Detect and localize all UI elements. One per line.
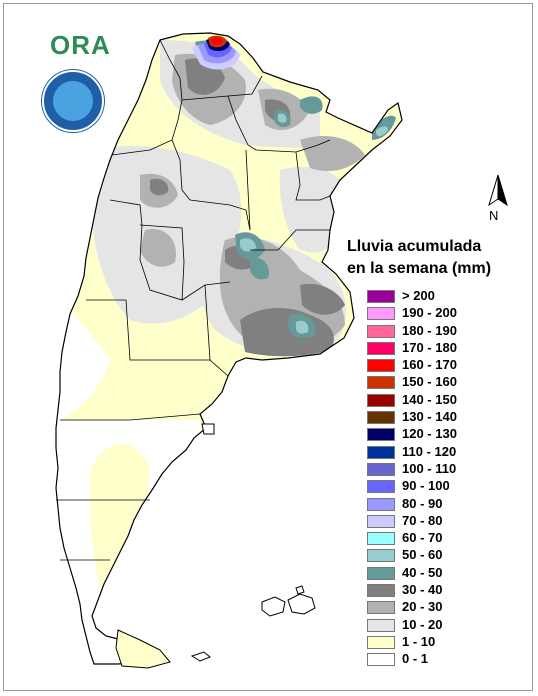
- legend-swatch: [367, 618, 395, 632]
- map-frame: [3, 3, 533, 691]
- legend-title: Lluvia acumulada en la semana (mm): [347, 236, 491, 280]
- legend-swatch: [367, 307, 395, 321]
- legend-label: 10 - 20: [402, 616, 443, 632]
- coastal-island: [201, 423, 215, 435]
- legend-swatch: [367, 584, 395, 598]
- legend-label: 100 - 110: [402, 460, 457, 476]
- legend-label: 70 - 80: [402, 512, 443, 528]
- legend-label: 150 - 160: [402, 374, 457, 390]
- legend-swatch: [367, 359, 395, 373]
- legend-label: 90 - 100: [402, 478, 450, 494]
- province-borders: [56, 39, 331, 561]
- legend-swatch: [367, 514, 395, 528]
- legend-label: 190 - 200: [402, 305, 457, 321]
- smn-seal-icon: [42, 70, 104, 132]
- legend-swatch: [367, 601, 395, 615]
- north-label: N: [489, 208, 499, 223]
- legend-title-line2: en la semana (mm): [347, 260, 492, 277]
- legend-swatch: [367, 635, 395, 649]
- legend-label: > 200: [402, 288, 435, 303]
- legend-swatch: [367, 462, 395, 476]
- legend-swatch: [367, 566, 395, 580]
- legend-swatch: [367, 393, 395, 407]
- legend-swatch: [367, 653, 395, 667]
- isla-de-los-estados: [190, 651, 211, 662]
- legend-swatch: [367, 341, 395, 355]
- legend-swatch: [367, 445, 395, 459]
- legend-label: 170 - 180: [402, 339, 457, 355]
- legend-swatch: [367, 324, 395, 338]
- argentina-outline: [55, 32, 403, 665]
- tierra-del-fuego: [115, 629, 171, 669]
- legend-label: 40 - 50: [402, 564, 443, 580]
- legend-swatch: [367, 428, 395, 442]
- legend-label: 30 - 40: [402, 582, 443, 598]
- legend-swatch: [367, 411, 395, 425]
- legend-swatch: [367, 290, 395, 303]
- legend-swatch: [367, 549, 395, 563]
- legend-label: 50 - 60: [402, 547, 443, 563]
- legend-swatch: [367, 497, 395, 511]
- malvinas-islands: [261, 585, 316, 617]
- legend-label: 80 - 90: [402, 495, 443, 511]
- legend-swatch: [367, 376, 395, 390]
- legend-label: 120 - 130: [402, 426, 457, 442]
- legend-title-line1: Lluvia acumulada: [347, 238, 482, 255]
- legend-swatch: [367, 480, 395, 494]
- legend-label: 110 - 120: [402, 443, 457, 459]
- legend-label: 180 - 190: [402, 322, 457, 338]
- legend-label: 140 - 150: [402, 391, 457, 407]
- legend-label: 0 - 1: [402, 651, 429, 667]
- legend-label: 130 - 140: [402, 409, 457, 425]
- legend-label: 160 - 170: [402, 357, 457, 373]
- legend-swatch: [367, 532, 395, 546]
- north-arrow-icon: [488, 174, 508, 207]
- legend-label: 60 - 70: [402, 530, 443, 546]
- legend-label: 1 - 10: [402, 633, 436, 649]
- ora-logo: ORA: [50, 30, 111, 60]
- legend-label: 20 - 30: [402, 599, 443, 615]
